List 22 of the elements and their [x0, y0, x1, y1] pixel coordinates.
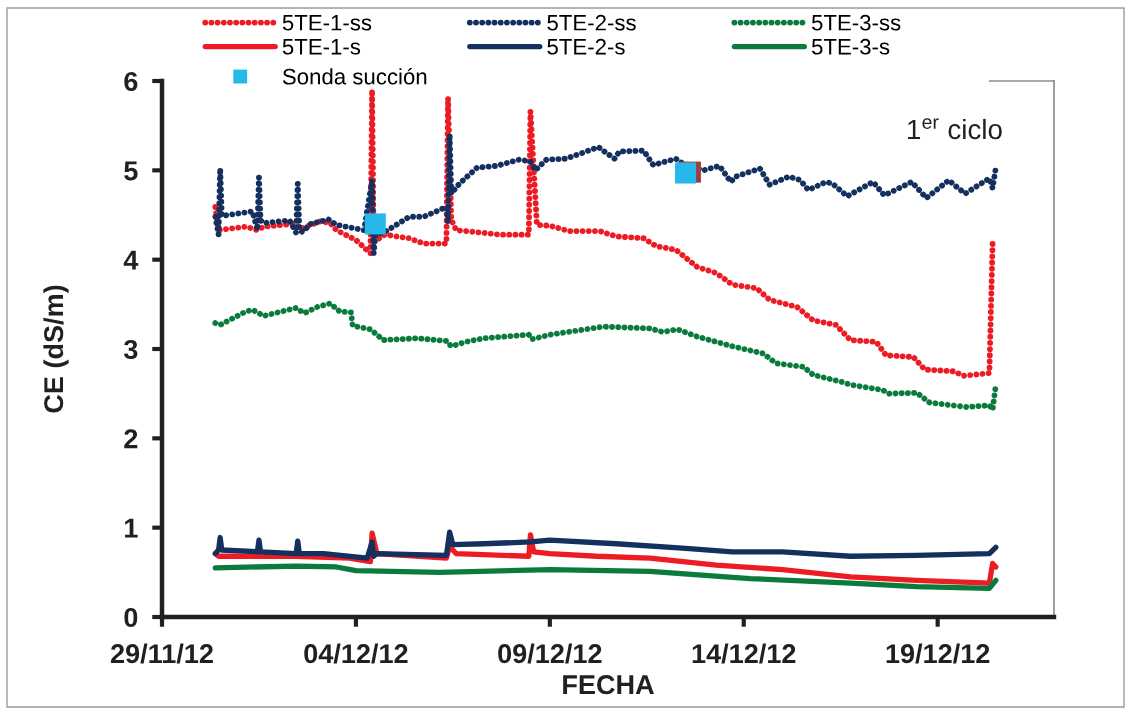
- x-axis-title: FECHA: [563, 675, 654, 695]
- legend-label: 5TE-1-s: [282, 39, 361, 55]
- legend-label: 5TE-3-s: [811, 38, 890, 55]
- x-tick-label: 04/12/12: [304, 643, 408, 664]
- y-axis-title: CE (dS/m): [43, 285, 69, 413]
- x-tick-label: 19/12/12: [886, 643, 990, 664]
- y-tick-label: 4: [123, 250, 139, 270]
- y-tick-label: 2: [124, 429, 138, 449]
- legend-label: Sonda succión: [282, 67, 427, 85]
- y-tick-label: 6: [124, 71, 138, 92]
- x-tick-label: 14/12/12: [692, 643, 796, 664]
- legend-label: 5TE-1-ss: [282, 15, 372, 31]
- legend-label: 5TE-3-ss: [811, 14, 901, 31]
- annotation: 1$^{er}$ ciclo: [908, 118, 1002, 140]
- y-tick-label: 5: [124, 161, 138, 181]
- x-tick-label: 09/12/12: [498, 643, 602, 664]
- y-tick-label: 0: [124, 607, 138, 628]
- y-tick-label: 1: [125, 518, 138, 538]
- legend-label: 5TE-2-s: [547, 38, 625, 55]
- y-tick-label: 3: [123, 339, 138, 360]
- legend-label: 5TE-2-ss: [547, 14, 636, 31]
- x-tick-label: 29/11/12: [110, 643, 213, 664]
